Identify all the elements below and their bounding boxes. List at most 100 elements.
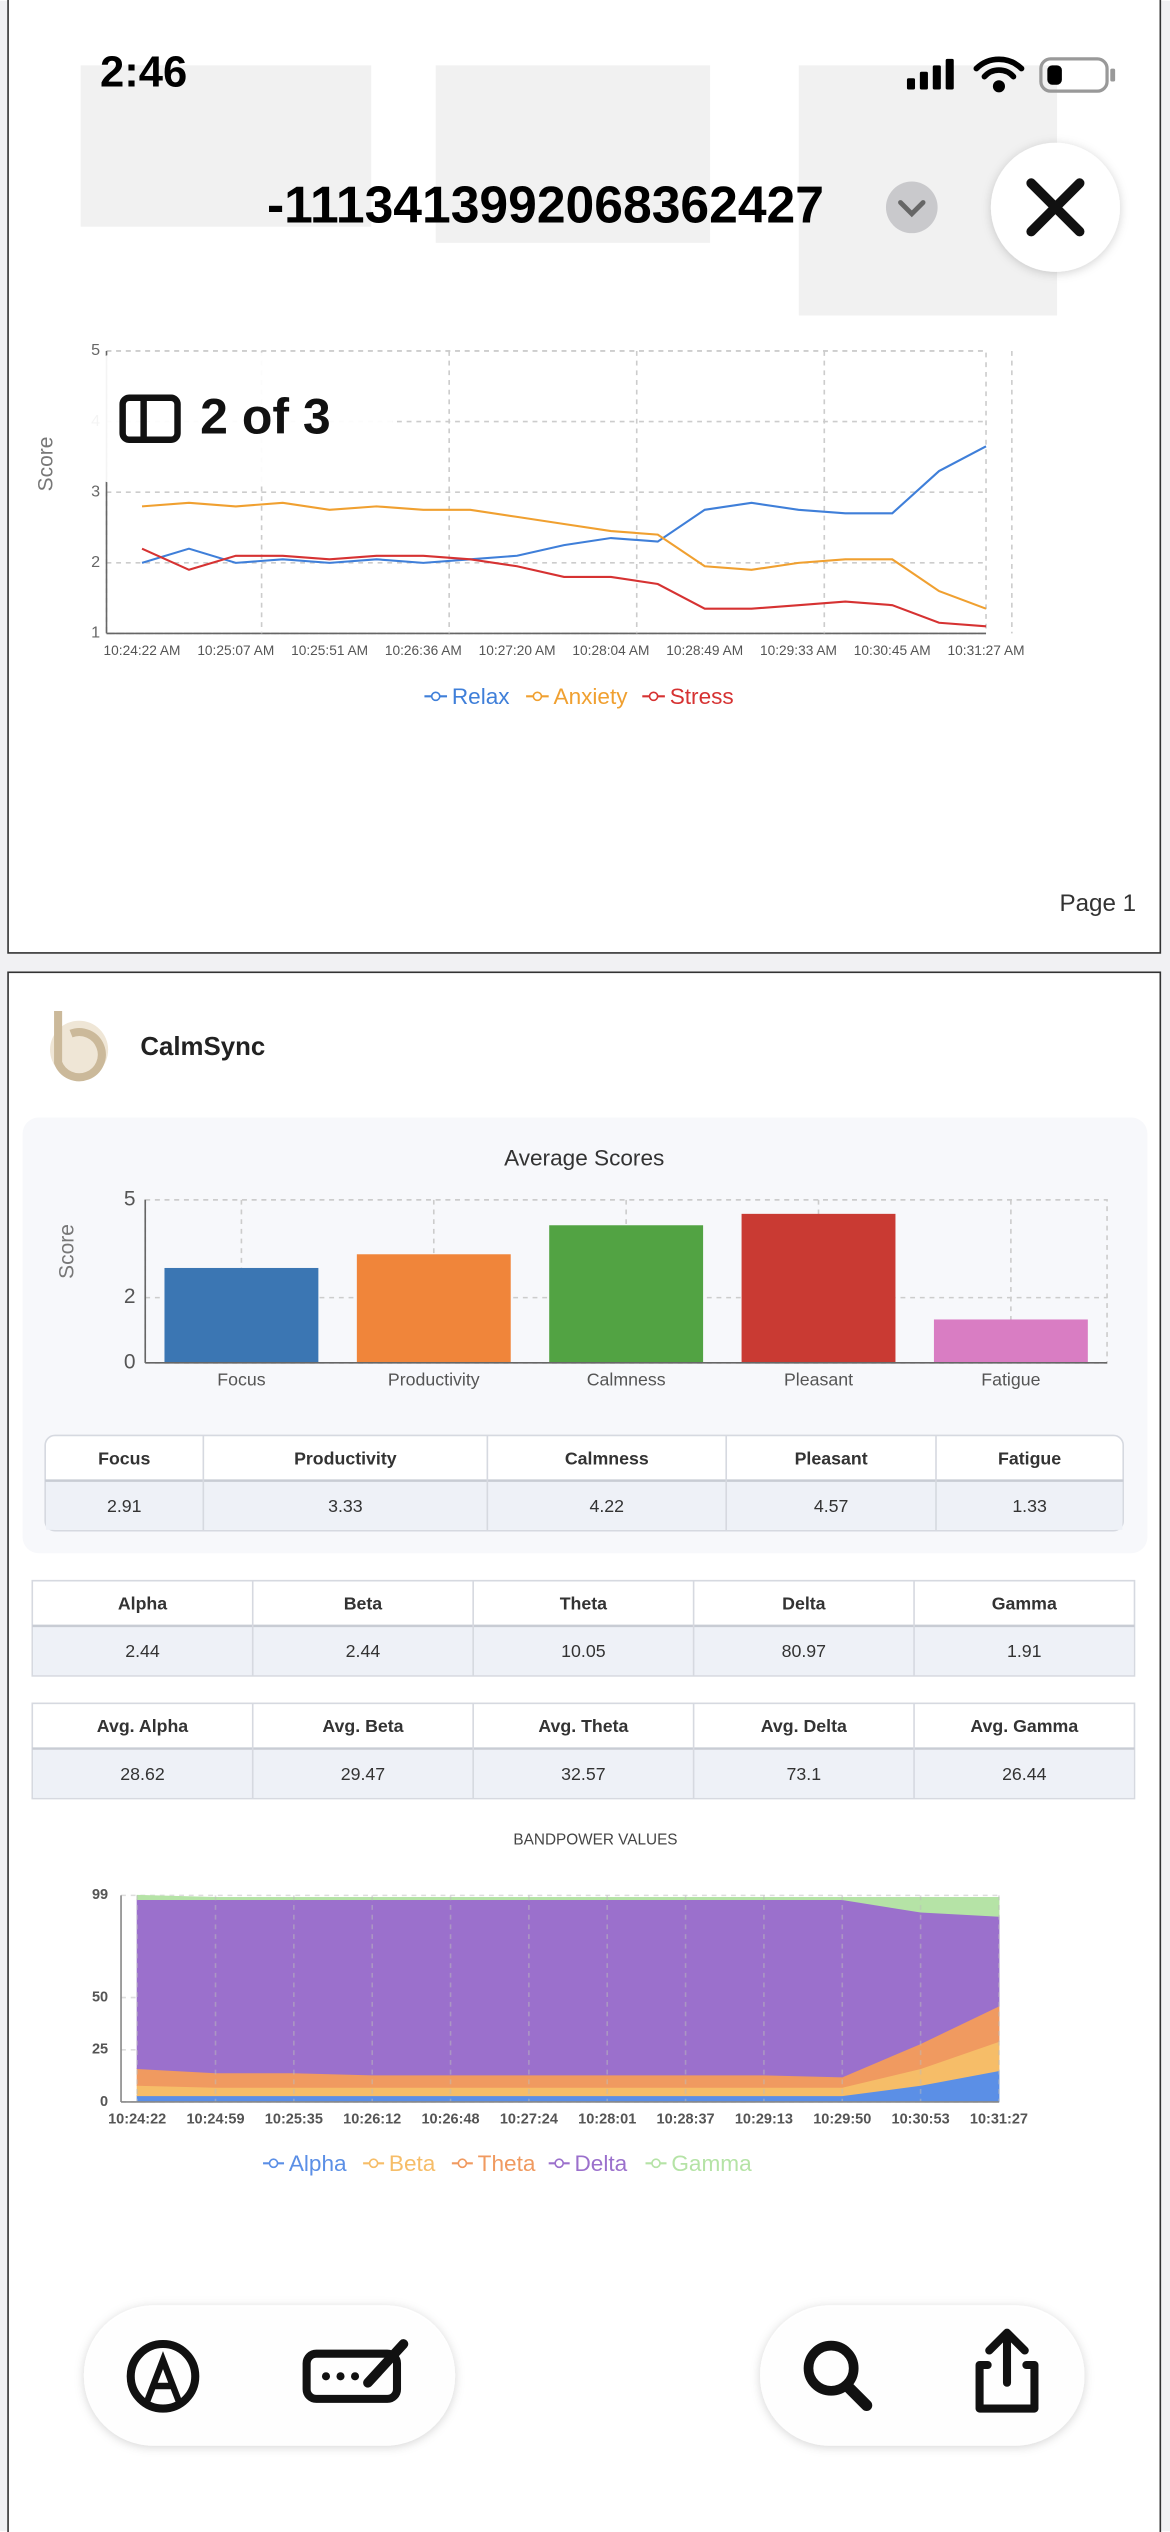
x-tick-label: 10:31:27 AM (948, 643, 1025, 658)
x-tick-label: 10:25:07 AM (197, 643, 274, 658)
y-tick-label: 99 (92, 1887, 108, 1903)
page-indicator-pill (59, 352, 393, 485)
legend-marker (532, 691, 543, 702)
x-tick-label: 10:28:01 (578, 2112, 636, 2128)
y-tick-label: 5 (91, 341, 100, 359)
document-title: -1113413992068362427 (267, 176, 824, 234)
table-header: Fatigue (998, 1448, 1061, 1468)
table-cell: 4.57 (814, 1496, 849, 1516)
legend-label: Anxiety (554, 684, 629, 709)
y-tick-label: 25 (92, 2042, 108, 2058)
table-header: Productivity (294, 1448, 397, 1468)
chart-title: BANDPOWER VALUES (513, 1832, 677, 1849)
table-value-row (45, 1480, 1123, 1530)
table-cell: 4.22 (590, 1496, 625, 1516)
table-header: Alpha (118, 1594, 167, 1614)
x-tick-label: Pleasant (784, 1369, 853, 1389)
table-header: Avg. Delta (761, 1716, 847, 1736)
x-tick-label: 10:25:51 AM (291, 643, 368, 658)
y-tick-label: 1 (91, 624, 100, 642)
form-fill-button[interactable] (302, 2339, 409, 2403)
y-tick-label: 50 (92, 1989, 108, 2005)
search-button[interactable] (803, 2340, 873, 2411)
table-header: Gamma (992, 1594, 1057, 1614)
status-time: 2:46 (100, 49, 187, 97)
table-cell: 10.05 (561, 1641, 606, 1661)
table-header: Focus (98, 1448, 150, 1468)
sidebar-icon (119, 394, 181, 443)
close-button[interactable] (990, 142, 1120, 272)
legend-marker (648, 691, 659, 702)
y-tick-label: 2 (124, 1285, 136, 1308)
table-cell: 29.47 (341, 1764, 385, 1784)
page-indicator-text: 2 of 3 (200, 389, 331, 445)
table-cell: 2.91 (107, 1496, 142, 1516)
bar (933, 1319, 1088, 1363)
x-tick-label: 10:30:45 AM (854, 643, 931, 658)
legend-label: Alpha (289, 2151, 347, 2176)
signal-icon (906, 58, 954, 90)
table-cell: 32.57 (561, 1764, 605, 1784)
x-tick-label: 10:28:04 AM (572, 643, 649, 658)
table-cell: 1.33 (1012, 1496, 1047, 1516)
y-tick-label: 3 (91, 482, 100, 500)
table-header: Beta (344, 1594, 383, 1614)
table-header: Calmness (565, 1448, 649, 1468)
line-series (141, 501, 987, 610)
y-tick-label: 0 (124, 1350, 136, 1373)
x-tick-label: Fatigue (981, 1369, 1040, 1389)
table-header: Theta (560, 1594, 607, 1614)
x-tick-label: 10:31:27 (970, 2112, 1028, 2128)
legend-label: Relax (452, 684, 510, 709)
area-series (136, 1899, 1000, 2078)
x-tick-label: 10:25:35 (265, 2112, 323, 2128)
x-tick-label: 10:29:33 AM (760, 643, 837, 658)
x-tick-label: Focus (217, 1369, 265, 1389)
table-value-row (33, 1625, 1134, 1676)
table-header: Avg. Theta (538, 1716, 628, 1736)
markup-toolbar (83, 2305, 1085, 2446)
table-cell: 26.44 (1002, 1764, 1047, 1784)
page-number: Page 1 (1059, 890, 1136, 917)
legend-marker (430, 691, 441, 702)
line-series (141, 547, 987, 628)
legend-marker (554, 2158, 565, 2169)
table-header: Delta (782, 1594, 826, 1614)
y-tick-label: 2 (91, 553, 100, 571)
table-cell: 2.44 (346, 1641, 381, 1661)
line-series (141, 445, 987, 564)
table-value-row (33, 1748, 1134, 1798)
x-tick-label: 10:28:37 (657, 2112, 715, 2128)
y-axis-label: Score (55, 1224, 78, 1279)
share-button[interactable] (975, 2328, 1039, 2413)
table-header: Pleasant (795, 1448, 868, 1468)
legend-marker (457, 2158, 468, 2169)
x-tick-label: 10:27:20 AM (479, 643, 556, 658)
x-tick-label: Calmness (587, 1369, 666, 1389)
x-tick-label: 10:24:22 (108, 2112, 166, 2128)
x-tick-label: 10:29:50 (813, 2112, 871, 2128)
legend-label: Gamma (671, 2151, 752, 2176)
legend-marker (268, 2158, 279, 2169)
table-header: Avg. Alpha (97, 1716, 189, 1736)
bar (356, 1254, 511, 1363)
logo (54, 1011, 106, 1082)
title-menu-button[interactable] (885, 181, 938, 234)
table-cell: 28.62 (120, 1764, 164, 1784)
bar (741, 1213, 896, 1363)
x-tick-label: 10:24:22 AM (104, 643, 181, 658)
table-header: Avg. Gamma (970, 1716, 1078, 1736)
blurred-text (80, 65, 1058, 316)
chart-title: Average Scores (504, 1145, 664, 1170)
battery-icon (1039, 57, 1116, 93)
x-tick-label: 10:26:12 (343, 2112, 401, 2128)
bar (164, 1267, 319, 1363)
markup-button[interactable] (126, 2339, 200, 2413)
y-tick-label: 0 (100, 2094, 108, 2110)
table-cell: 3.33 (328, 1496, 363, 1516)
legend-label: Delta (575, 2151, 628, 2176)
x-tick-label: 10:27:24 (500, 2112, 558, 2128)
legend-label: Theta (478, 2151, 536, 2176)
